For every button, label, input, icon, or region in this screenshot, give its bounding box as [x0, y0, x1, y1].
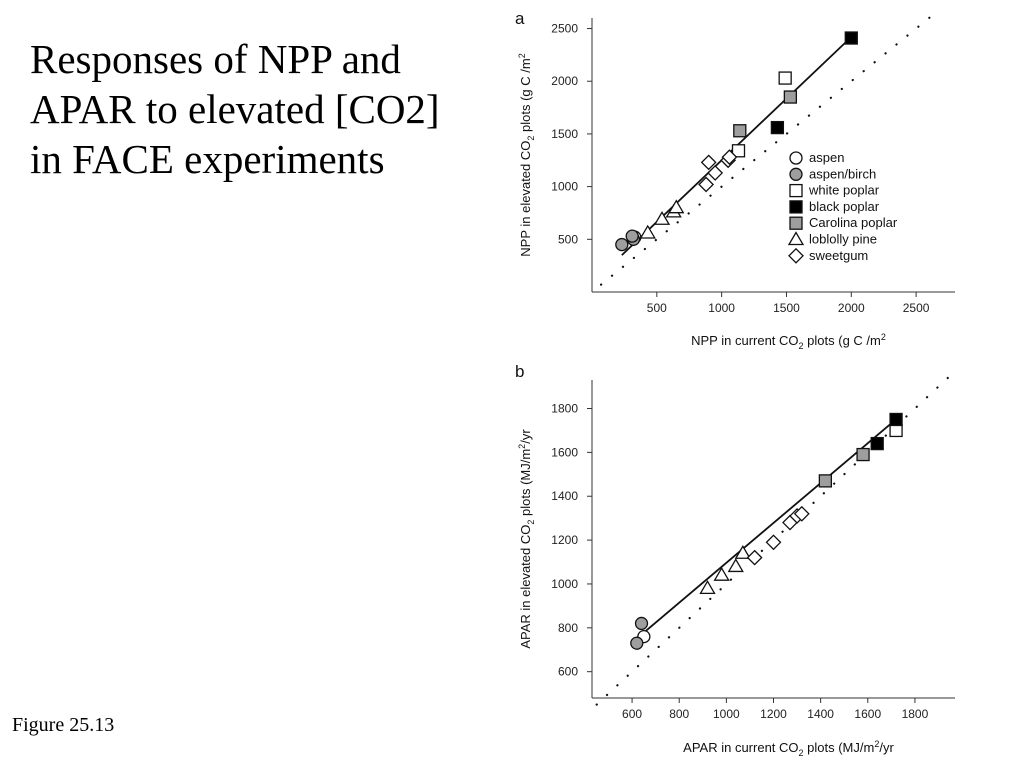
x-tick-label: 800 [669, 707, 689, 721]
y-tick-label: 600 [558, 665, 578, 679]
y-tick-label: 1200 [551, 533, 578, 547]
x-tick-label: 1800 [902, 707, 929, 721]
x-axis-label: NPP in current CO2 plots (g C /m2 [691, 332, 886, 351]
series-sweetgum [699, 150, 736, 191]
legend-label: aspen [809, 150, 844, 165]
legend-label: sweetgum [809, 248, 868, 263]
x-tick-label: 600 [622, 707, 642, 721]
series-loblolly-pine [641, 201, 684, 238]
x-tick-label: 1600 [854, 707, 881, 721]
x-tick-label: 1500 [773, 301, 800, 315]
series-aspen-birch [616, 230, 640, 250]
data-point [845, 32, 857, 44]
legend-marker [790, 185, 802, 197]
y-tick-label: 1000 [551, 180, 578, 194]
x-axis-label: APAR in current CO2 plots (MJ/m2/yr [683, 739, 894, 758]
data-point [819, 475, 831, 487]
legend-marker [790, 168, 802, 180]
data-point [641, 226, 655, 238]
data-point [890, 413, 902, 425]
y-tick-label: 800 [558, 621, 578, 635]
legend-marker [789, 249, 803, 263]
panel-a: a 500 1000 1500 2000 2500 500 1000 1500 2000 2500 N… [515, 9, 955, 351]
panel-b: b 600 800 1000 1200 1400 1600 1800 600 800 1000 120… [515, 362, 955, 758]
x-tick-label: 1000 [713, 707, 740, 721]
series-white-poplar [890, 424, 902, 436]
data-point [871, 438, 883, 450]
panel-letter: b [515, 362, 524, 381]
panel-letter: a [515, 9, 525, 28]
series-carolina-poplar [734, 91, 797, 137]
legend-label: white poplar [808, 183, 880, 198]
data-point [655, 212, 669, 224]
x-tick-label: 1400 [807, 707, 834, 721]
legend-label: Carolina poplar [809, 215, 898, 230]
series-loblolly-pine [701, 546, 750, 593]
y-tick-label: 1400 [551, 489, 578, 503]
series-carolina-poplar [819, 449, 869, 487]
x-tick-label: 1200 [760, 707, 787, 721]
data-point [734, 125, 746, 137]
y-axis-label: NPP in elevated CO2 plots (g C /m2 [517, 53, 536, 256]
x-tick-label: 2000 [838, 301, 865, 315]
y-axis-label: APAR in elevated CO2 plots (MJ/m2/yr [517, 429, 536, 649]
data-point [748, 551, 762, 565]
x-tick-label: 2500 [903, 301, 930, 315]
series-white-poplar [732, 72, 791, 157]
one-to-one-line [601, 11, 938, 285]
data-point [857, 449, 869, 461]
x-tick-label: 1000 [708, 301, 735, 315]
y-tick-label: 2500 [551, 22, 578, 36]
legend-marker [790, 201, 802, 213]
y-tick-label: 1800 [551, 402, 578, 416]
data-point [771, 122, 783, 134]
y-tick-label: 2000 [551, 74, 578, 88]
legend-marker [790, 217, 802, 229]
data-point [890, 424, 902, 436]
figure-25-13: a 500 1000 1500 2000 2500 500 1000 1500 2000 2500 N… [0, 0, 1024, 768]
data-point [626, 230, 638, 242]
y-tick-label: 1600 [551, 445, 578, 459]
y-tick-label: 500 [558, 232, 578, 246]
legend-label: black poplar [809, 199, 880, 214]
x-tick-label: 500 [647, 301, 667, 315]
series-sweetgum [748, 507, 809, 565]
data-point [767, 535, 781, 549]
legend-marker [790, 152, 802, 164]
legend-marker [789, 233, 803, 245]
legend-label: aspen/birch [809, 166, 876, 181]
data-point [616, 239, 628, 251]
data-point [669, 201, 683, 213]
data-point [784, 91, 796, 103]
data-point [779, 72, 791, 84]
data-point [729, 559, 743, 571]
y-tick-label: 1000 [551, 577, 578, 591]
data-point [631, 637, 643, 649]
data-point [636, 617, 648, 629]
legend-label: loblolly pine [809, 232, 877, 247]
y-tick-label: 1500 [551, 127, 578, 141]
